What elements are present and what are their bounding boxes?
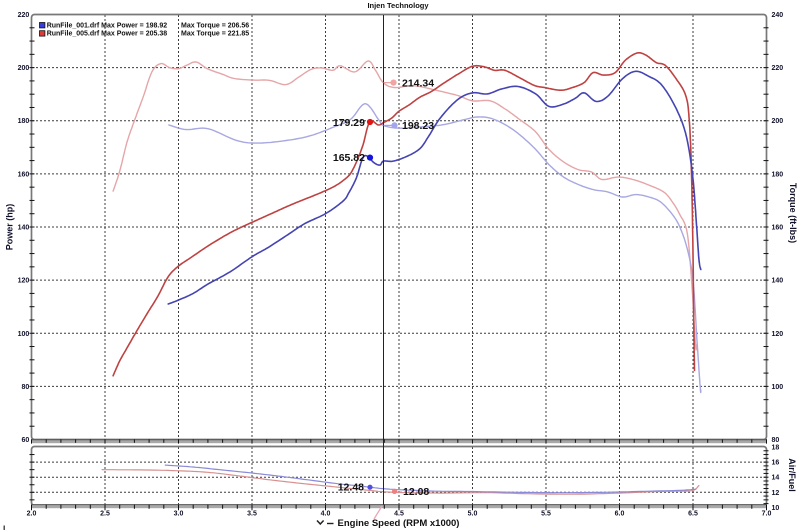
svg-text:6.5: 6.5 <box>688 511 698 518</box>
svg-text:3.0: 3.0 <box>174 511 184 518</box>
svg-text:220: 220 <box>18 12 30 19</box>
svg-text:12: 12 <box>772 490 780 497</box>
svg-text:6.0: 6.0 <box>615 511 625 518</box>
svg-text:60: 60 <box>22 437 30 444</box>
svg-text:5.0: 5.0 <box>468 511 478 518</box>
svg-text:180: 180 <box>18 118 30 125</box>
svg-text:140: 140 <box>772 278 784 285</box>
svg-text:120: 120 <box>772 331 784 338</box>
svg-text:214.34: 214.34 <box>402 78 434 90</box>
svg-text:5.5: 5.5 <box>541 511 551 518</box>
svg-text:179.29: 179.29 <box>333 117 365 129</box>
svg-text:100: 100 <box>18 331 30 338</box>
svg-text:Power (hp): Power (hp) <box>5 204 15 251</box>
svg-text:4.0: 4.0 <box>321 511 331 518</box>
svg-text:100: 100 <box>772 384 784 391</box>
svg-text:14: 14 <box>772 475 780 482</box>
svg-text:Air/Fuel: Air/Fuel <box>787 458 797 492</box>
svg-text:140: 140 <box>18 225 30 232</box>
svg-text:160: 160 <box>18 171 30 178</box>
svg-text:Max Torque = 206.56: Max Torque = 206.56 <box>181 23 249 30</box>
svg-text:4.5: 4.5 <box>394 511 404 518</box>
svg-text:10: 10 <box>772 505 780 512</box>
svg-text:165.82: 165.82 <box>333 152 365 164</box>
svg-text:3.5: 3.5 <box>247 511 257 518</box>
svg-text:12.48: 12.48 <box>338 482 364 494</box>
svg-text:180: 180 <box>772 171 784 178</box>
svg-text:2.5: 2.5 <box>100 511 110 518</box>
svg-text:198.23: 198.23 <box>402 120 434 132</box>
svg-text:120: 120 <box>18 278 30 285</box>
svg-text:80: 80 <box>772 437 780 444</box>
svg-text:RunFile_001.drf Max Power = 19: RunFile_001.drf Max Power = 198.92 <box>47 23 168 30</box>
svg-text:220: 220 <box>772 65 784 72</box>
svg-text:Torque (ft-lbs): Torque (ft-lbs) <box>788 183 798 243</box>
svg-text:Engine Speed (RPM x1000): Engine Speed (RPM x1000) <box>338 518 460 529</box>
svg-text:80: 80 <box>22 384 30 391</box>
svg-text:7.0: 7.0 <box>762 511 772 518</box>
svg-text:2.0: 2.0 <box>27 511 37 518</box>
svg-text:RunFile_005.drf Max Power = 20: RunFile_005.drf Max Power = 205.38 <box>47 31 168 38</box>
svg-text:16: 16 <box>772 460 780 467</box>
svg-text:18: 18 <box>772 445 780 452</box>
svg-text:12.08: 12.08 <box>403 486 429 498</box>
svg-text:Max Torque = 221.85: Max Torque = 221.85 <box>181 31 249 38</box>
svg-text:Injen Technology: Injen Technology <box>367 1 429 10</box>
svg-text:200: 200 <box>18 65 30 72</box>
svg-text:160: 160 <box>772 225 784 232</box>
svg-text:240: 240 <box>772 12 784 19</box>
svg-text:200: 200 <box>772 118 784 125</box>
